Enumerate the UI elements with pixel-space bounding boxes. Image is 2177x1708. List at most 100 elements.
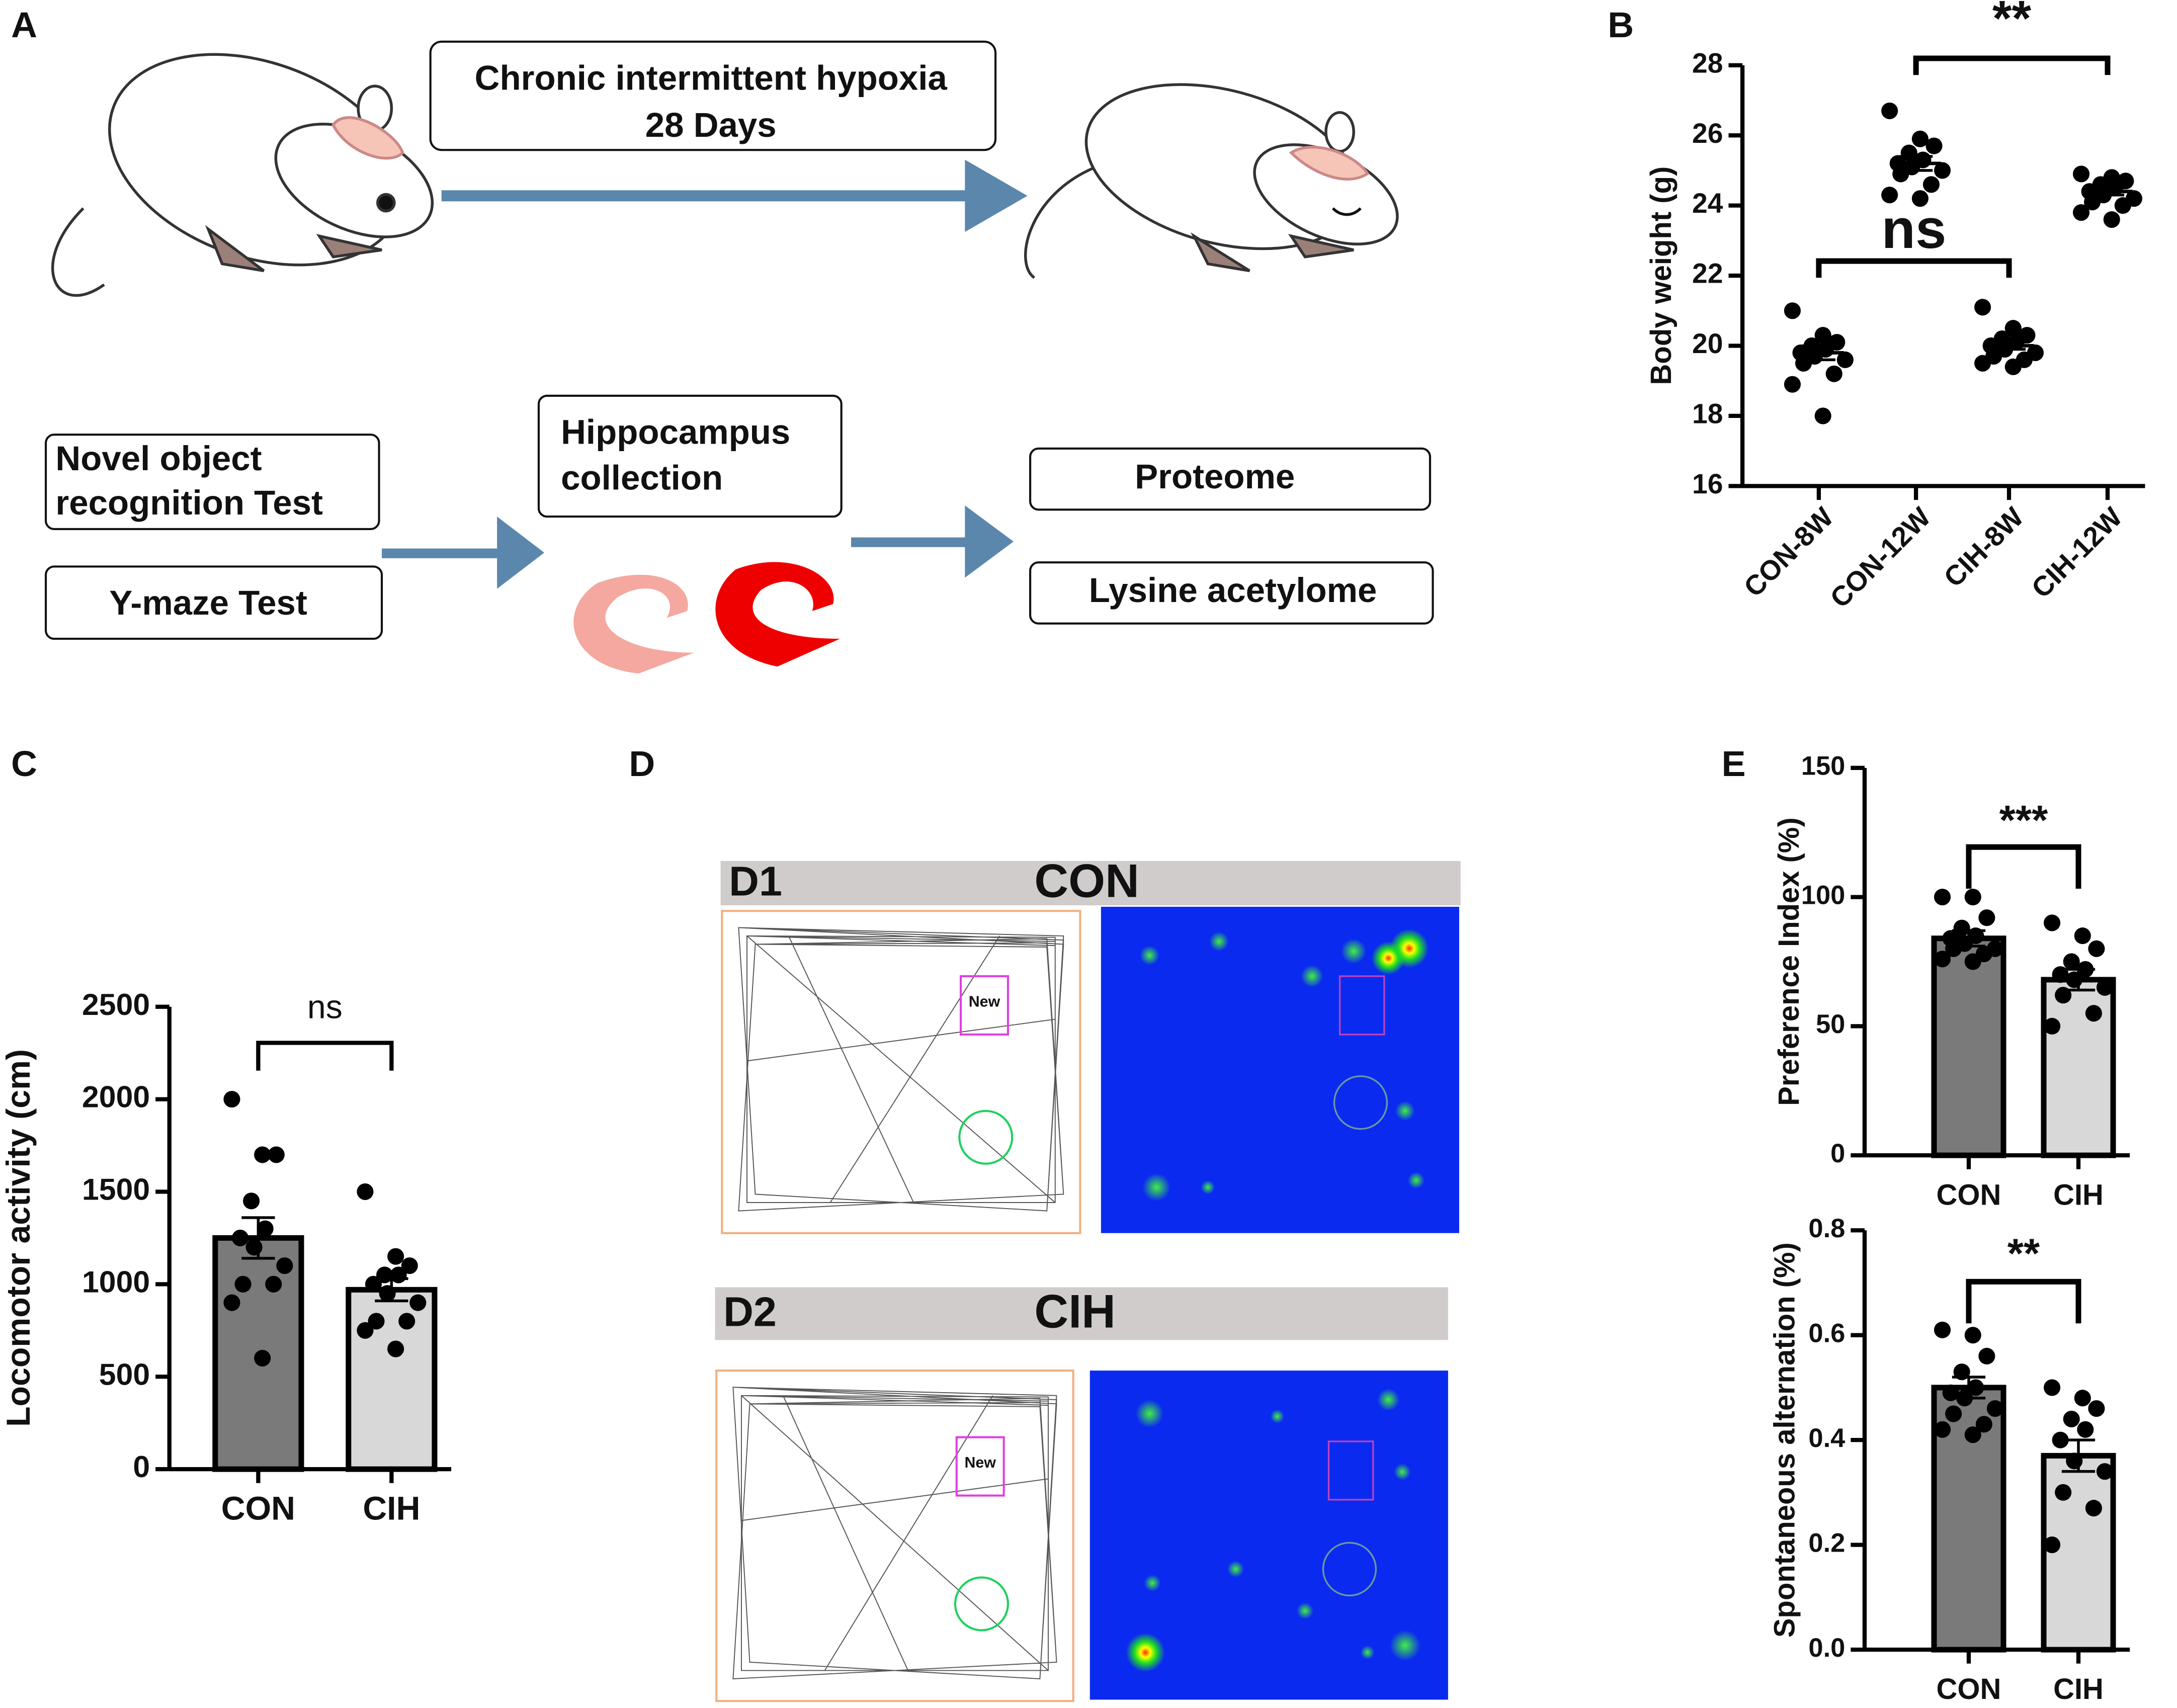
heat-spot xyxy=(1395,1101,1415,1121)
header-bar xyxy=(715,1287,1448,1340)
data-point xyxy=(257,1220,274,1237)
data-point xyxy=(2063,1410,2080,1428)
data-point xyxy=(1836,351,1854,368)
data-point xyxy=(2004,320,2022,337)
data-point xyxy=(2004,358,2022,375)
data-point xyxy=(1974,355,1991,372)
box-text: Chronic intermittent hypoxia xyxy=(475,58,948,97)
track-path xyxy=(738,927,1064,1212)
x-tick-label: CON xyxy=(221,1490,295,1527)
panel-label: D xyxy=(629,744,655,784)
hippocampus-red xyxy=(715,562,840,667)
data-point xyxy=(1956,1390,1973,1407)
data-point xyxy=(2077,961,2094,978)
box-text: collection xyxy=(561,459,723,497)
x-tick-label: CIH xyxy=(363,1490,420,1527)
data-point xyxy=(409,1294,427,1311)
data-point xyxy=(2088,940,2105,957)
data-point xyxy=(1978,1347,1995,1364)
heat-spot xyxy=(1301,965,1323,988)
heat-spot xyxy=(1389,1630,1420,1661)
heat-spot xyxy=(1270,1409,1285,1423)
box-text: 28 Days xyxy=(645,106,777,144)
data-point xyxy=(1942,1384,1959,1401)
data-point xyxy=(1881,187,1898,204)
y-tick-label: 24 xyxy=(1692,188,1723,219)
heat-spot xyxy=(1209,931,1229,952)
data-point xyxy=(2052,1431,2069,1448)
data-point xyxy=(2096,1463,2114,1480)
object-box xyxy=(959,975,1009,1036)
chart: 16 18 20 22 24 26 28 Body weight (g) CON-8WCON-1… xyxy=(1645,0,2145,614)
y-tick-label: 0.8 xyxy=(1808,1214,1845,1243)
y-tick-label: 18 xyxy=(1692,398,1723,429)
heatmap-object-circle xyxy=(1322,1542,1377,1597)
y-tick-label: 28 xyxy=(1692,47,1723,78)
bar xyxy=(2041,977,2116,1158)
panel-d: D1 CON New D2 CIH New xyxy=(715,855,1461,1702)
heat-spot xyxy=(1140,946,1159,965)
data-point xyxy=(2084,194,2101,211)
data-point xyxy=(254,1349,271,1367)
data-point xyxy=(1986,1400,2003,1417)
significance-bracket xyxy=(1966,844,2081,889)
x-tick-label: CIH xyxy=(2053,1179,2104,1211)
boxes xyxy=(45,40,1434,640)
box-text: recognition Test xyxy=(55,483,323,522)
data-point xyxy=(2044,1379,2061,1396)
box-text: Lysine acetylome xyxy=(1089,571,1377,610)
data-point xyxy=(1967,1379,1984,1396)
box-text: Proteome xyxy=(1135,457,1295,496)
panel-label: B xyxy=(1608,5,1634,45)
data-point xyxy=(401,1257,418,1274)
heat-spot xyxy=(1126,1633,1165,1672)
y-tick-label: 0.6 xyxy=(1808,1319,1845,1348)
significance-bracket xyxy=(1913,55,2111,75)
y-tick-label: 0.2 xyxy=(1808,1528,1845,1558)
data-point xyxy=(2085,1500,2102,1517)
data-point xyxy=(2103,211,2120,228)
data-point xyxy=(1900,144,1917,161)
x-tick-label: CIH-12W xyxy=(2026,501,2129,604)
data-point xyxy=(1911,130,1929,147)
box-text: Hippocampus xyxy=(561,412,790,451)
data-point xyxy=(223,1294,240,1311)
data-point xyxy=(1934,1421,1951,1438)
data-point xyxy=(1964,953,1981,970)
data-point xyxy=(1964,1426,1981,1443)
significance-bracket xyxy=(1966,1278,2081,1324)
data-point xyxy=(1892,165,1909,183)
data-point xyxy=(1974,299,1991,316)
trial-label: D2 xyxy=(723,1289,777,1335)
box-text: Novel object xyxy=(55,439,262,478)
y-tick-label: 20 xyxy=(1692,328,1723,359)
panel-label: E xyxy=(1722,744,1746,784)
hippocampus-pink xyxy=(573,574,695,674)
data-point xyxy=(2066,971,2083,988)
data-point xyxy=(357,1183,374,1201)
data-point xyxy=(387,1340,404,1357)
chart: 0 500 1000 1500 2000 2500 Locomotor activity (… xyxy=(0,987,452,1527)
data-point xyxy=(1934,1321,1951,1338)
data-point xyxy=(379,1285,396,1302)
y-tick-label: 150 xyxy=(1801,752,1845,781)
bar xyxy=(2041,1453,2116,1653)
data-point xyxy=(2085,1005,2102,1022)
data-point xyxy=(1784,302,1801,319)
data-point xyxy=(2074,927,2091,945)
data-point xyxy=(1953,1363,1970,1381)
data-point xyxy=(1945,940,1962,957)
data-point xyxy=(1881,102,1898,119)
x-tick-label: CON-8W xyxy=(1738,501,1840,603)
bar xyxy=(1931,935,2006,1158)
heat-spot xyxy=(1377,1388,1400,1411)
heat-spot xyxy=(1341,938,1367,964)
panel-label: C xyxy=(11,744,37,784)
heat-spot xyxy=(1407,1172,1425,1189)
y-tick-label: 100 xyxy=(1801,881,1845,910)
data-point xyxy=(2088,1400,2105,1417)
data-point xyxy=(368,1313,385,1330)
data-point xyxy=(1814,327,1831,344)
